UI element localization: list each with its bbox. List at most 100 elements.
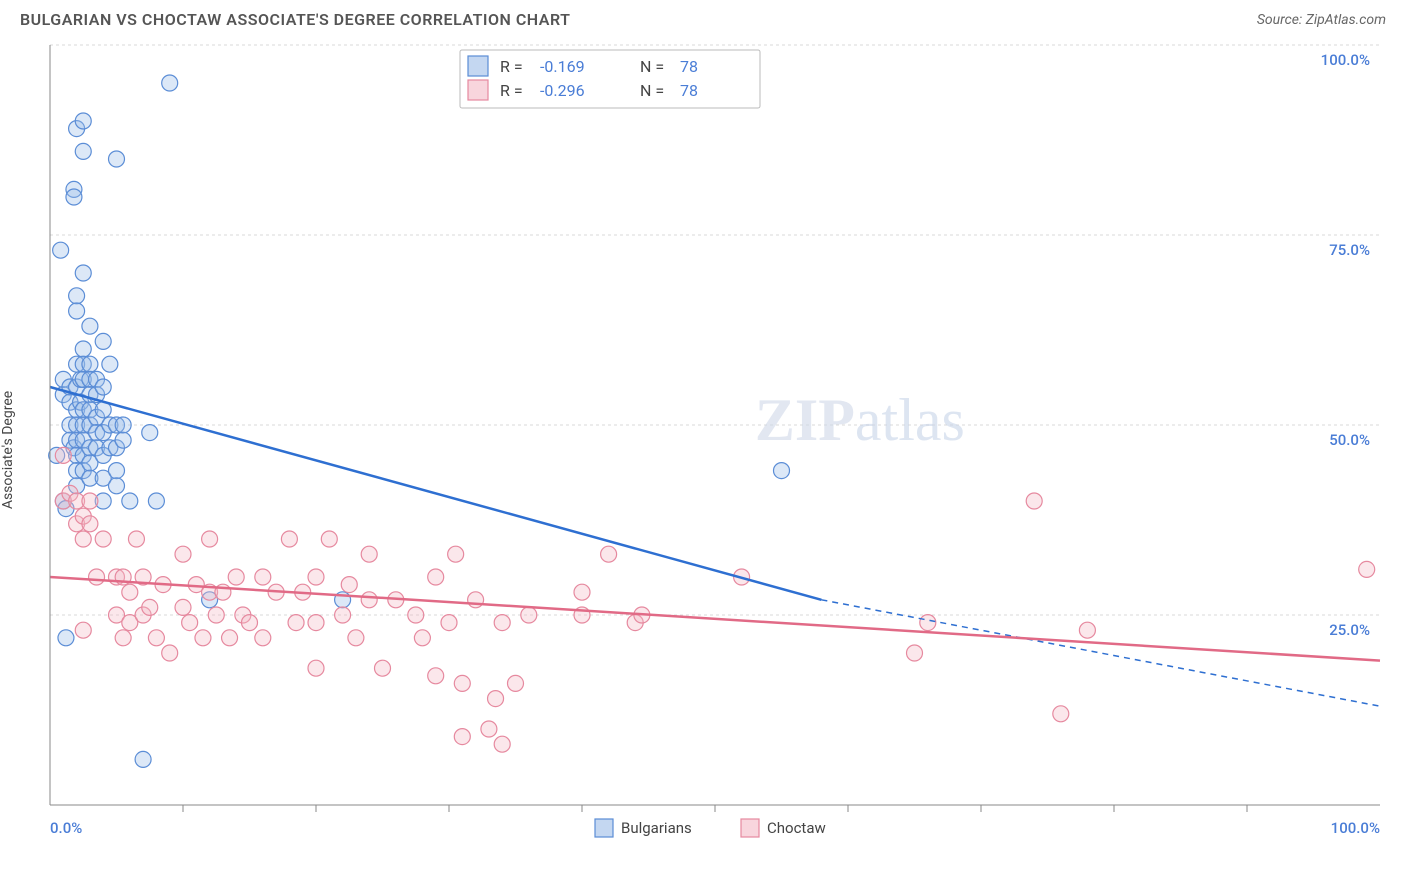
data-point — [308, 660, 324, 676]
bottom-legend-swatch — [595, 819, 613, 837]
data-point — [774, 463, 790, 479]
data-point — [601, 546, 617, 562]
data-point — [75, 622, 91, 638]
legend-n-label: N = — [640, 57, 664, 76]
data-point — [66, 189, 82, 205]
data-point — [109, 463, 125, 479]
data-point — [454, 729, 470, 745]
data-point — [115, 417, 131, 433]
data-point — [521, 607, 537, 623]
data-point — [162, 645, 178, 661]
data-point — [82, 516, 98, 532]
data-point — [494, 615, 510, 631]
trend-line — [50, 387, 821, 600]
data-point — [82, 318, 98, 334]
data-point — [115, 630, 131, 646]
bottom-legend-label: Bulgarians — [621, 819, 692, 837]
chart-container: Associate's Degree 25.0%50.0%75.0%100.0%… — [0, 35, 1406, 865]
bottom-legend-swatch — [741, 819, 759, 837]
data-point — [109, 151, 125, 167]
legend-r-label: R = — [500, 57, 523, 76]
trend-line-extrapolated — [821, 600, 1380, 706]
data-point — [454, 675, 470, 691]
data-point — [75, 143, 91, 159]
data-point — [288, 615, 304, 631]
data-point — [508, 675, 524, 691]
scatter-chart: 25.0%50.0%75.0%100.0%ZIPatlas0.0%100.0%R… — [0, 35, 1406, 865]
data-point — [574, 584, 590, 600]
data-point — [128, 531, 144, 547]
y-axis-label: Associate's Degree — [0, 391, 16, 509]
legend-r-value: -0.296 — [540, 81, 585, 100]
data-point — [308, 569, 324, 585]
data-point — [69, 303, 85, 319]
data-point — [468, 592, 484, 608]
data-point — [920, 615, 936, 631]
data-point — [122, 493, 138, 509]
legend-n-label: N = — [640, 81, 664, 100]
data-point — [142, 599, 158, 615]
chart-header: BULGARIAN VS CHOCTAW ASSOCIATE'S DEGREE … — [0, 0, 1406, 35]
data-point — [82, 493, 98, 509]
data-point — [341, 577, 357, 593]
data-point — [182, 615, 198, 631]
data-point — [907, 645, 923, 661]
data-point — [148, 630, 164, 646]
data-point — [375, 660, 391, 676]
data-point — [222, 630, 238, 646]
data-point — [1079, 622, 1095, 638]
data-point — [242, 615, 258, 631]
data-point — [361, 592, 377, 608]
data-point — [135, 751, 151, 767]
legend-n-value: 78 — [680, 57, 698, 76]
data-point — [75, 113, 91, 129]
data-point — [82, 356, 98, 372]
data-point — [162, 75, 178, 91]
data-point — [202, 531, 218, 547]
data-point — [441, 615, 457, 631]
y-tick-label: 25.0% — [1329, 621, 1370, 639]
data-point — [428, 668, 444, 684]
data-point — [95, 531, 111, 547]
data-point — [58, 630, 74, 646]
data-point — [1359, 561, 1375, 577]
legend-r-value: -0.169 — [540, 57, 585, 76]
data-point — [148, 493, 164, 509]
data-point — [1053, 706, 1069, 722]
data-point — [1026, 493, 1042, 509]
data-point — [448, 546, 464, 562]
y-tick-label: 50.0% — [1329, 431, 1370, 449]
y-tick-label: 100.0% — [1321, 51, 1370, 69]
data-point — [348, 630, 364, 646]
data-point — [308, 615, 324, 631]
data-point — [109, 478, 125, 494]
data-point — [255, 630, 271, 646]
data-point — [115, 432, 131, 448]
data-point — [228, 569, 244, 585]
data-point — [175, 546, 191, 562]
data-point — [481, 721, 497, 737]
data-point — [75, 531, 91, 547]
data-point — [321, 531, 337, 547]
legend-n-value: 78 — [680, 81, 698, 100]
legend-swatch — [468, 56, 488, 76]
data-point — [53, 242, 69, 258]
data-point — [494, 736, 510, 752]
data-point — [255, 569, 271, 585]
data-point — [122, 584, 138, 600]
legend-swatch — [468, 80, 488, 100]
data-point — [414, 630, 430, 646]
data-point — [281, 531, 297, 547]
data-point — [142, 425, 158, 441]
y-tick-label: 75.0% — [1329, 241, 1370, 259]
data-point — [55, 447, 71, 463]
legend-r-label: R = — [500, 81, 523, 100]
data-point — [428, 569, 444, 585]
data-point — [89, 569, 105, 585]
data-point — [75, 341, 91, 357]
data-point — [408, 607, 424, 623]
chart-source: Source: ZipAtlas.com — [1257, 12, 1386, 28]
data-point — [75, 265, 91, 281]
data-point — [95, 333, 111, 349]
data-point — [361, 546, 377, 562]
